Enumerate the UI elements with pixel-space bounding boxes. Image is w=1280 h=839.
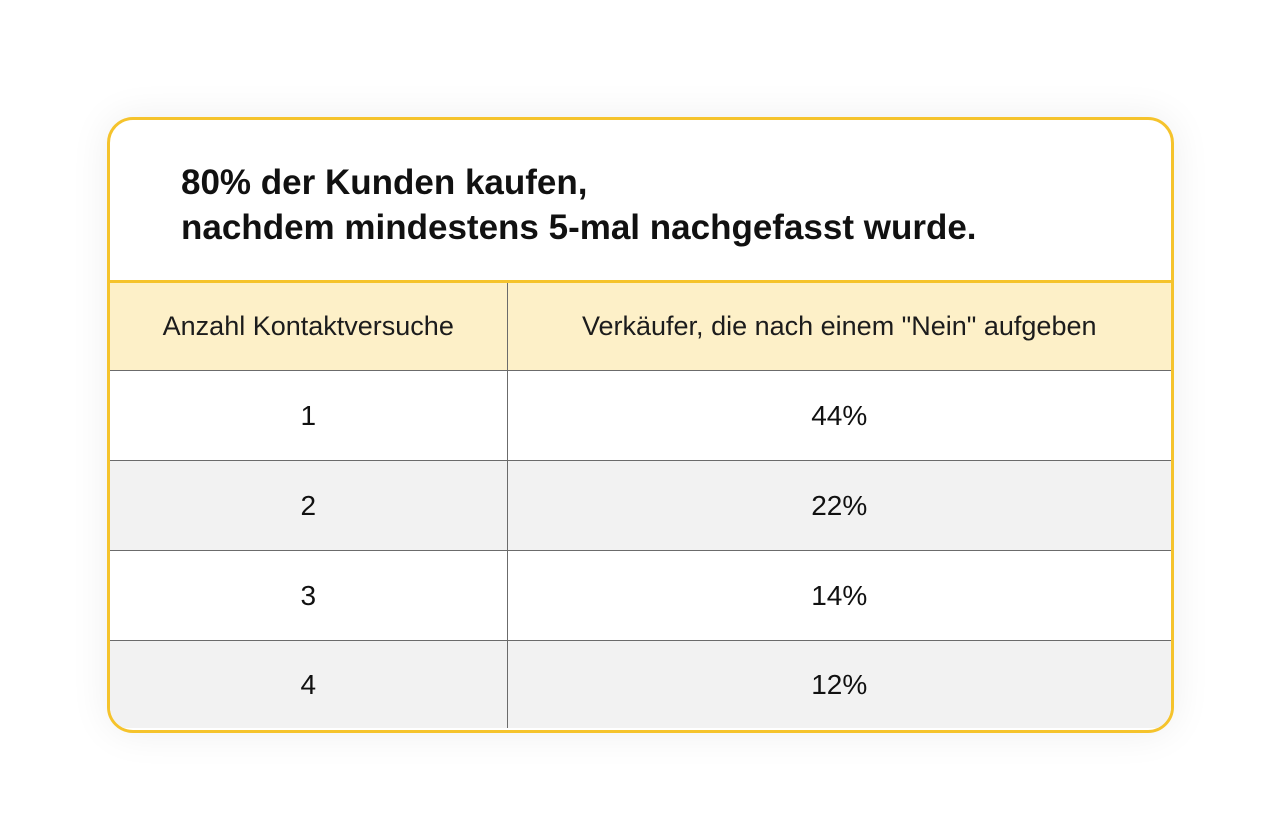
title-line-1: 80% der Kunden kaufen, <box>181 163 588 202</box>
table-header-row: Anzahl Kontaktversuche Verkäufer, die na… <box>110 283 1171 371</box>
header-percent: Verkäufer, die nach einem "Nein" aufgebe… <box>507 283 1171 371</box>
title-box: 80% der Kunden kaufen, nachdem mindesten… <box>110 120 1171 283</box>
title-line-2: nachdem mindestens 5-mal nachgefasst wur… <box>181 208 977 247</box>
stats-card: 80% der Kunden kaufen, nachdem mindesten… <box>107 117 1174 733</box>
cell-attempts: 1 <box>110 370 508 461</box>
cell-attempts: 2 <box>110 460 508 551</box>
cell-percent: 22% <box>507 460 1171 551</box>
table-row: 2 22% <box>110 460 1171 551</box>
cell-percent: 12% <box>507 640 1171 728</box>
cell-percent: 14% <box>507 550 1171 641</box>
cell-percent: 44% <box>507 370 1171 461</box>
table-row: 3 14% <box>110 550 1171 641</box>
follow-up-table: Anzahl Kontaktversuche Verkäufer, die na… <box>110 283 1171 728</box>
table-row: 4 12% <box>110 640 1171 728</box>
table-row: 1 44% <box>110 370 1171 461</box>
cell-attempts: 3 <box>110 550 508 641</box>
header-attempts: Anzahl Kontaktversuche <box>110 283 508 371</box>
cell-attempts: 4 <box>110 640 508 728</box>
